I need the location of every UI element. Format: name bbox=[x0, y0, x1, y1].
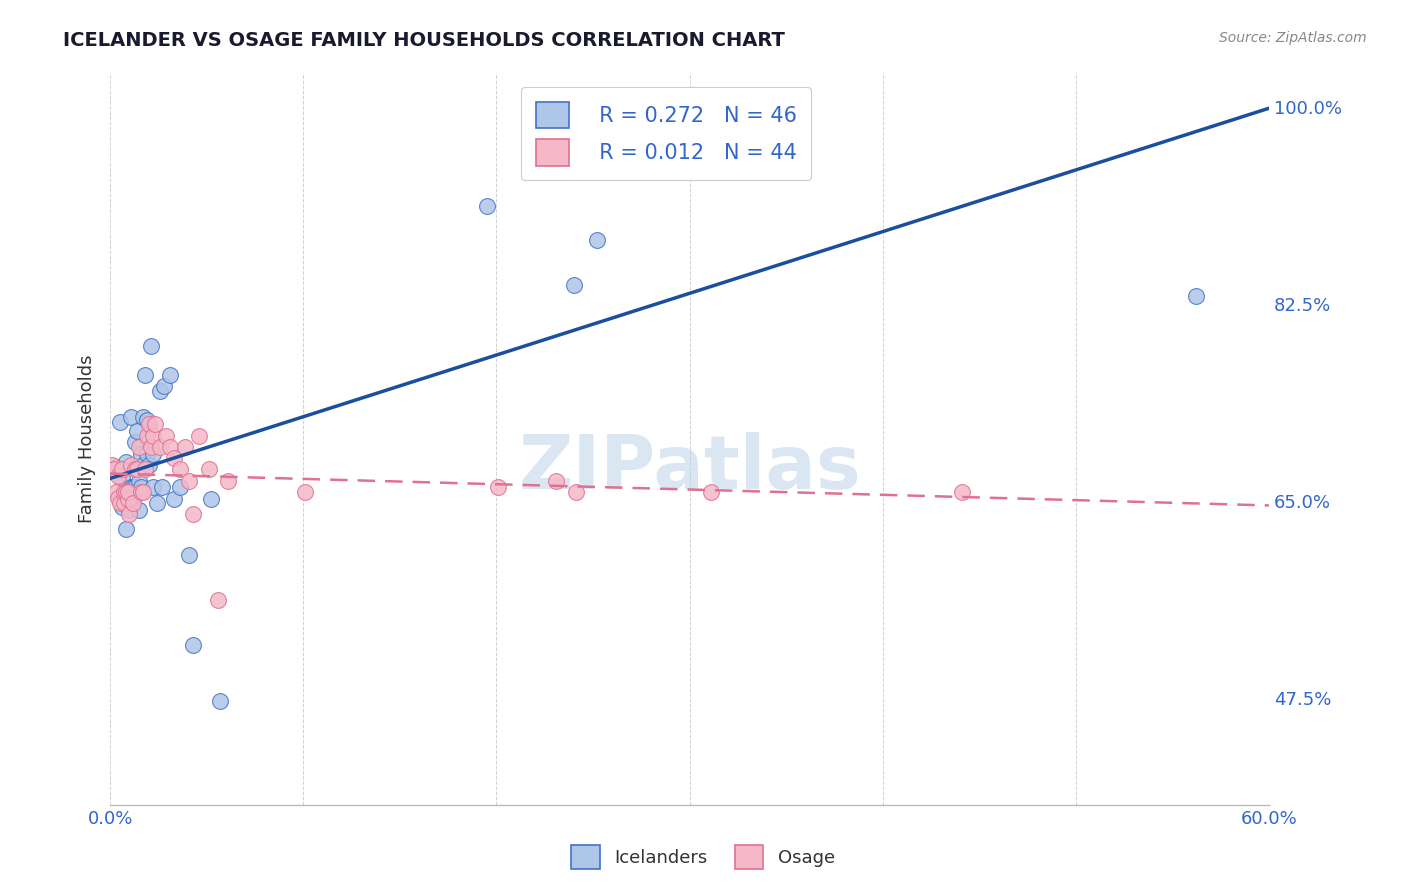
Y-axis label: Family Households: Family Households bbox=[79, 355, 96, 524]
Point bbox=[129, 447, 152, 461]
Point bbox=[150, 480, 173, 494]
Point bbox=[159, 440, 181, 454]
Point bbox=[197, 462, 219, 476]
Point bbox=[134, 462, 156, 476]
Point bbox=[138, 458, 160, 472]
Point bbox=[112, 496, 135, 510]
Point bbox=[132, 485, 155, 500]
Point bbox=[111, 500, 134, 514]
Point bbox=[139, 338, 162, 352]
Point bbox=[129, 485, 152, 500]
Point bbox=[118, 491, 141, 506]
Legend: Icelanders, Osage: Icelanders, Osage bbox=[564, 838, 842, 876]
Point bbox=[145, 496, 167, 510]
Point bbox=[217, 474, 239, 488]
Point bbox=[562, 277, 585, 292]
Point bbox=[120, 480, 142, 494]
Point bbox=[135, 413, 157, 427]
Point bbox=[546, 474, 568, 488]
Point bbox=[117, 491, 139, 506]
Point bbox=[132, 458, 155, 472]
Legend:   R = 0.272   N = 46,   R = 0.012   N = 44: R = 0.272 N = 46, R = 0.012 N = 44 bbox=[522, 87, 811, 180]
Point bbox=[124, 462, 146, 476]
Point bbox=[124, 435, 146, 450]
Point bbox=[149, 384, 172, 398]
Point bbox=[127, 424, 149, 438]
Point bbox=[118, 508, 141, 522]
Point bbox=[294, 485, 316, 500]
Point bbox=[122, 496, 145, 510]
Point bbox=[181, 508, 204, 522]
Text: Source: ZipAtlas.com: Source: ZipAtlas.com bbox=[1219, 31, 1367, 45]
Point bbox=[163, 491, 186, 506]
Point bbox=[142, 480, 165, 494]
Point bbox=[107, 469, 129, 483]
Point bbox=[163, 451, 186, 466]
Point bbox=[114, 454, 136, 468]
Point bbox=[209, 694, 232, 708]
Point bbox=[108, 415, 131, 429]
Point bbox=[475, 199, 498, 213]
Point bbox=[700, 485, 723, 500]
Point bbox=[128, 440, 150, 454]
Point bbox=[207, 593, 229, 607]
Point bbox=[486, 480, 509, 494]
Text: ICELANDER VS OSAGE FAMILY HOUSEHOLDS CORRELATION CHART: ICELANDER VS OSAGE FAMILY HOUSEHOLDS COR… bbox=[63, 31, 785, 50]
Point bbox=[101, 458, 124, 472]
Point bbox=[111, 471, 134, 485]
Point bbox=[122, 491, 145, 506]
Point bbox=[188, 428, 211, 442]
Point bbox=[127, 462, 149, 476]
Point bbox=[117, 485, 139, 500]
Point bbox=[120, 458, 142, 472]
Point bbox=[108, 496, 131, 510]
Point bbox=[200, 491, 222, 506]
Point bbox=[179, 548, 201, 562]
Point bbox=[132, 409, 155, 424]
Point bbox=[138, 417, 160, 432]
Point bbox=[118, 503, 141, 517]
Point bbox=[149, 440, 172, 454]
Point bbox=[112, 485, 135, 500]
Point bbox=[114, 522, 136, 536]
Point bbox=[122, 480, 145, 494]
Point bbox=[103, 462, 125, 476]
Point bbox=[111, 462, 134, 476]
Point bbox=[174, 440, 197, 454]
Point bbox=[135, 447, 157, 461]
Point bbox=[128, 474, 150, 488]
Text: ZIPatlas: ZIPatlas bbox=[519, 432, 860, 505]
Point bbox=[169, 462, 191, 476]
Point bbox=[181, 638, 204, 652]
Point bbox=[153, 379, 176, 393]
Point bbox=[107, 491, 129, 505]
Point bbox=[135, 428, 157, 442]
Point bbox=[179, 474, 201, 488]
Point bbox=[114, 485, 136, 500]
Point bbox=[159, 368, 181, 382]
Point bbox=[1184, 289, 1206, 303]
Point bbox=[128, 503, 150, 517]
Point bbox=[104, 485, 127, 500]
Point bbox=[143, 417, 166, 432]
Point bbox=[120, 409, 142, 424]
Point bbox=[134, 368, 156, 382]
Point bbox=[564, 485, 586, 500]
Point bbox=[117, 485, 139, 500]
Point bbox=[169, 480, 191, 494]
Point bbox=[124, 480, 146, 494]
Point bbox=[585, 233, 607, 247]
Point bbox=[950, 485, 973, 500]
Point bbox=[142, 428, 165, 442]
Point bbox=[578, 102, 600, 116]
Point bbox=[129, 480, 152, 494]
Point bbox=[112, 494, 135, 508]
Point bbox=[155, 428, 177, 442]
Point bbox=[139, 440, 162, 454]
Point bbox=[142, 447, 165, 461]
Point bbox=[104, 460, 127, 475]
